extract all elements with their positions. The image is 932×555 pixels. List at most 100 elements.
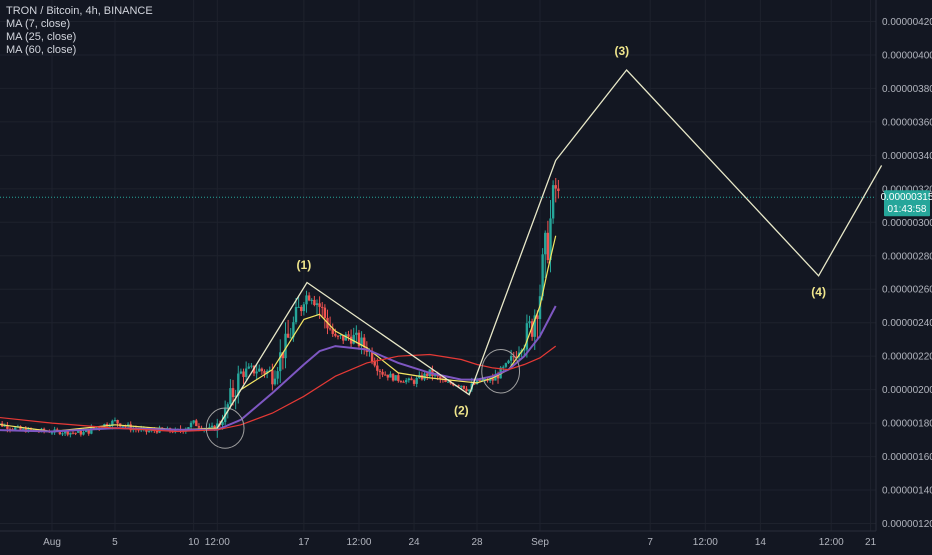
candle [378,369,382,380]
y-tick-label: 0.00000280 [882,251,932,262]
candle [381,369,384,378]
x-tick-label: 12:00 [346,537,371,548]
y-tick-label: 0.00000300 [882,218,932,229]
candle [310,298,313,305]
candle [394,375,397,381]
candle [328,316,332,331]
candle [315,299,319,315]
candle [260,367,264,375]
candle [389,371,392,378]
candle [0,423,1,426]
wave-label-1: (1) [297,258,312,272]
candle [544,230,547,279]
candle [239,368,243,375]
candle [465,386,468,393]
candle [546,220,550,264]
highlight-ellipse [481,348,521,394]
candle [530,318,534,341]
candle [250,363,253,369]
x-tick-label: 10 [188,537,200,548]
candle [74,432,77,436]
candle [412,378,416,387]
candle [279,339,282,383]
y-tick-label: 0.00000160 [882,452,932,463]
candle [300,305,303,317]
candle [515,351,518,359]
x-tick-label: 5 [112,537,118,548]
candle [415,375,418,388]
y-tick-label: 0.00000400 [882,50,932,61]
candle [237,365,240,404]
indicator-ma7[interactable]: MA (7, close) [6,18,71,30]
candle [507,359,510,365]
candle [294,298,298,325]
candle [551,180,555,224]
candle [61,432,64,437]
candle [557,179,560,199]
candle [360,331,363,355]
symbol-title[interactable]: TRON / Bitcoin, 4h, BINANCE [6,5,153,17]
candle [536,310,539,340]
candle [289,328,292,339]
candle [391,373,395,382]
y-tick-label: 0.00000380 [882,84,932,95]
legend: TRON / Bitcoin, 4h, BINANCE MA (7, close… [6,5,153,57]
candle [397,373,400,383]
candle [281,352,285,370]
candle [286,319,290,338]
x-tick-label: 12:00 [819,537,844,548]
candle [525,314,529,358]
candle [113,417,117,422]
candle [384,371,387,376]
candle [352,327,355,345]
candle [192,420,195,425]
candle [307,292,311,302]
candle [302,301,306,316]
candle [373,357,376,368]
current-price-value: 0.00000315 [881,192,932,203]
x-tick-label: 24 [409,537,421,548]
wave-label-4: (4) [811,285,826,299]
candle [528,315,531,328]
candle-countdown: 01:43:58 [888,204,927,215]
candle [276,367,279,385]
candle [313,295,316,307]
candle [334,328,337,338]
indicator-ma25[interactable]: MA (25, close) [6,31,77,43]
y-tick-label: 0.00000220 [882,352,932,363]
candle [321,302,324,318]
candle [231,379,235,406]
candle [116,419,119,427]
candle [255,364,258,380]
candle [195,418,198,427]
indicator-ma60[interactable]: MA (60, close) [6,44,77,56]
candle [386,374,390,381]
wave-label-3: (3) [615,44,630,58]
candle [247,363,250,370]
candle [349,329,353,348]
y-tick-label: 0.00000340 [882,151,932,162]
y-tick-label: 0.00000140 [882,486,932,497]
highlight-ellipse [205,407,245,449]
x-tick-label: 12:00 [693,537,718,548]
candle [242,368,245,384]
candle [402,380,405,383]
x-tick-label: 21 [865,537,877,548]
candle [504,362,508,369]
y-tick-label: 0.00000360 [882,117,932,128]
y-tick-label: 0.00000260 [882,285,932,296]
candle [404,378,408,385]
elliott-wave-projection [216,69,883,429]
candle [292,316,295,342]
candle [87,429,90,436]
x-tick-label: 14 [755,537,767,548]
candle [263,369,266,378]
candle [271,363,274,391]
candle [244,361,248,381]
x-tick-label: 28 [471,537,483,548]
candle [512,351,515,362]
x-tick-label: 7 [647,537,653,548]
candle [258,364,261,372]
